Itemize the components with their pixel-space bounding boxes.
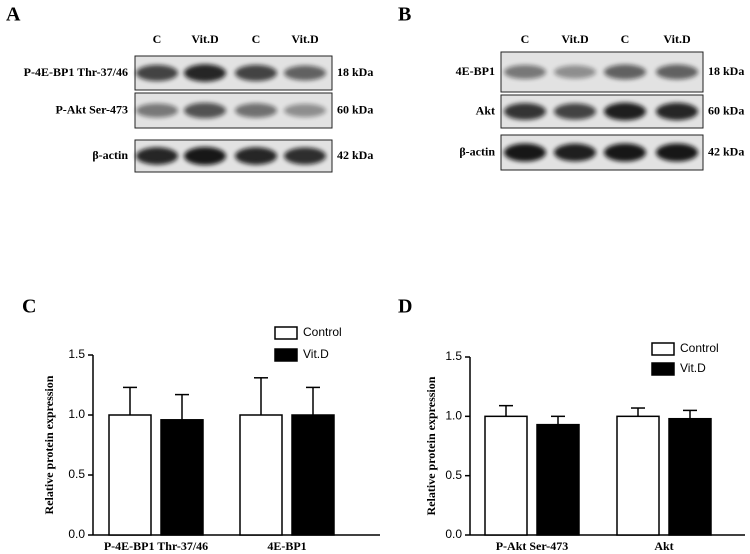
- y-tick-label: 0.0: [445, 527, 462, 541]
- bar: [108, 414, 152, 536]
- y-tick-label: 1.5: [445, 349, 462, 363]
- lane-label: C: [521, 32, 530, 46]
- blot-band: [554, 143, 596, 162]
- lane-label: C: [252, 32, 261, 46]
- legend-label: Control: [303, 325, 342, 339]
- blot-band: [656, 143, 698, 162]
- x-tick-label: P-Akt Ser-473: [496, 539, 569, 553]
- legend-swatch: [651, 342, 675, 356]
- lane-label: Vit.D: [291, 32, 319, 46]
- y-tick-label: 1.0: [445, 409, 462, 423]
- bar: [484, 415, 528, 536]
- y-tick-label: 1.5: [68, 347, 85, 361]
- y-axis-label: Relative protein expression: [42, 375, 56, 514]
- panel-label: A: [6, 4, 21, 26]
- blot-band: [554, 65, 596, 79]
- legend-swatch: [651, 362, 675, 376]
- panel-label: B: [398, 4, 411, 26]
- legend-swatch: [274, 326, 298, 340]
- lane-label: Vit.D: [561, 32, 589, 46]
- panel-label: D: [398, 296, 412, 318]
- x-tick-label: Akt: [654, 539, 673, 553]
- row-label: β-actin: [459, 144, 495, 158]
- size-label: 18 kDa: [337, 65, 373, 79]
- blot-band: [136, 147, 178, 165]
- blot-band: [504, 103, 546, 120]
- bar: [160, 419, 204, 536]
- blot-band: [184, 147, 226, 165]
- blot-band: [235, 64, 277, 82]
- row-label: P-4E-BP1 Thr-37/46: [24, 65, 128, 79]
- blot-band: [604, 143, 646, 162]
- blot-band: [554, 103, 596, 120]
- size-label: 42 kDa: [337, 148, 373, 162]
- row-label: β-actin: [92, 148, 128, 162]
- blot-band: [235, 103, 277, 118]
- legend-label: Control: [680, 341, 719, 355]
- y-tick-label: 0.5: [68, 467, 85, 481]
- blot-band: [604, 64, 646, 80]
- blot-band: [284, 147, 326, 165]
- bar: [616, 415, 660, 536]
- size-label: 18 kDa: [708, 64, 744, 78]
- legend-label: Vit.D: [680, 361, 706, 375]
- lane-label: Vit.D: [663, 32, 691, 46]
- y-axis-label: Relative protein expression: [424, 376, 438, 515]
- lane-label: C: [621, 32, 630, 46]
- x-tick-label: P-4E-BP1 Thr-37/46: [104, 539, 208, 553]
- size-label: 60 kDa: [708, 103, 744, 117]
- size-label: 42 kDa: [708, 144, 744, 158]
- blot-band: [184, 102, 226, 119]
- x-tick-label: 4E-BP1: [267, 539, 306, 553]
- bar: [291, 414, 335, 536]
- row-label: P-Akt Ser-473: [55, 102, 128, 116]
- lane-label: C: [153, 32, 162, 46]
- bar: [239, 414, 283, 536]
- blot-band: [604, 102, 646, 121]
- panel-label: C: [22, 296, 36, 318]
- size-label: 60 kDa: [337, 102, 373, 116]
- row-label: Akt: [476, 103, 495, 117]
- y-tick-label: 0.0: [68, 527, 85, 541]
- bar: [536, 423, 580, 536]
- blot-band: [656, 102, 698, 121]
- y-tick-label: 1.0: [68, 407, 85, 421]
- blot-band: [284, 103, 326, 118]
- bar: [668, 417, 712, 536]
- blot-band: [656, 64, 698, 80]
- blot-band: [184, 64, 226, 82]
- legend-swatch: [274, 348, 298, 362]
- blot-band: [504, 64, 546, 80]
- legend-label: Vit.D: [303, 347, 329, 361]
- blot-band: [504, 143, 546, 162]
- blot-band: [235, 147, 277, 165]
- blot-band: [136, 64, 178, 82]
- blot-band: [136, 103, 178, 118]
- lane-label: Vit.D: [191, 32, 219, 46]
- y-tick-label: 0.5: [445, 468, 462, 482]
- blot-band: [284, 65, 326, 81]
- row-label: 4E-BP1: [456, 64, 495, 78]
